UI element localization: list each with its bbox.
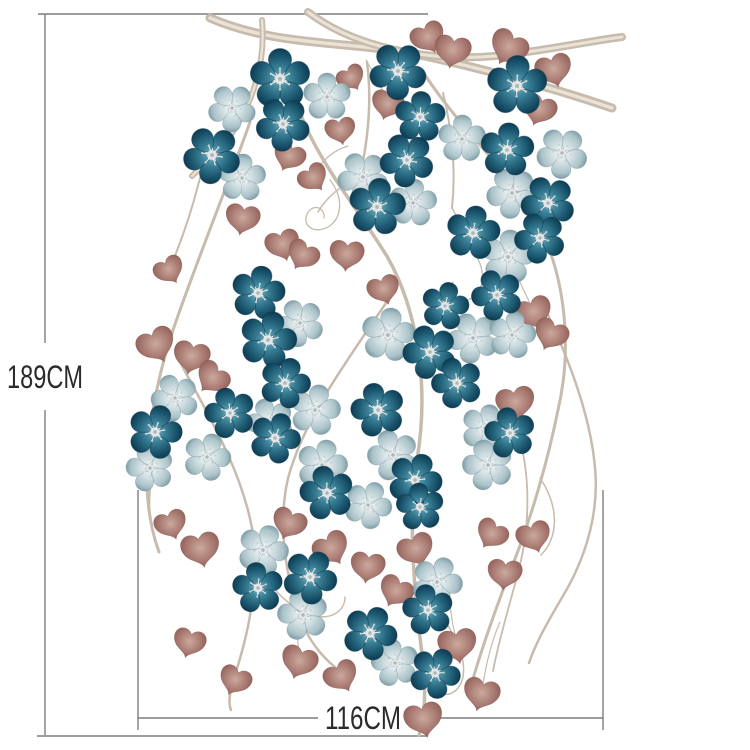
leaf <box>282 644 319 679</box>
leaf <box>464 676 501 712</box>
leaf <box>288 238 321 270</box>
leaf <box>135 325 174 363</box>
leaf <box>409 20 444 53</box>
leaf <box>174 627 207 658</box>
leaf <box>273 506 308 540</box>
leaf <box>322 659 357 692</box>
width-dimension-label: 116CM <box>325 700 401 736</box>
leaf <box>180 531 219 568</box>
leaf <box>515 520 550 553</box>
leaf <box>350 551 386 584</box>
leaf <box>329 239 365 272</box>
leaf <box>296 162 326 191</box>
leaf <box>153 508 186 540</box>
leaf <box>366 274 399 305</box>
leaf <box>403 701 442 738</box>
leaf <box>478 517 510 548</box>
leaf <box>225 203 261 236</box>
leaf <box>492 28 530 65</box>
wall-art-sculpture <box>114 8 626 738</box>
leaf <box>152 254 183 284</box>
leaf <box>535 317 570 350</box>
leaf <box>324 116 356 146</box>
leaf <box>198 359 231 392</box>
leaf <box>434 34 472 69</box>
pale-blue-flower <box>435 113 489 166</box>
leaf <box>220 664 253 695</box>
height-dimension-label: 189CM <box>7 359 83 395</box>
leaf <box>487 558 523 591</box>
